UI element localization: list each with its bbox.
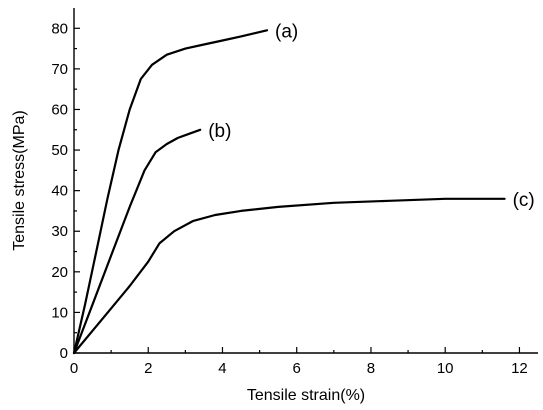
- series-label: (c): [513, 190, 535, 211]
- x-tick-label: 6: [293, 360, 301, 377]
- x-tick-label: 8: [367, 360, 375, 377]
- x-tick-label: 4: [218, 360, 226, 377]
- y-tick-label: 10: [51, 304, 68, 321]
- series-label: (a): [275, 21, 298, 42]
- x-axis-title: Tensile strain(%): [247, 387, 365, 404]
- x-tick-label: 2: [144, 360, 152, 377]
- x-tick-label: 0: [70, 360, 78, 377]
- series-line: [72, 29, 269, 355]
- series-line: [72, 197, 506, 355]
- y-tick-label: 40: [51, 183, 68, 200]
- y-ticks: 0 10 20 30 40 50 60 70 80: [51, 20, 80, 362]
- series-label: (b): [208, 121, 231, 142]
- y-tick-label: 50: [51, 142, 68, 159]
- series-layer: (a) (b) (c): [72, 21, 535, 355]
- series-line: [72, 128, 202, 355]
- y-tick-label: 30: [51, 223, 68, 240]
- x-tick-label: 10: [437, 360, 454, 377]
- y-tick-label: 70: [51, 61, 68, 78]
- y-tick-label: 20: [51, 264, 68, 281]
- x-ticks: 0 2 4 6 8 10 12: [70, 347, 528, 377]
- y-tick-label: 0: [60, 345, 68, 362]
- y-tick-label: 60: [51, 101, 68, 118]
- y-tick-label: 80: [51, 20, 68, 37]
- axes: [73, 8, 538, 354]
- x-tick-label: 12: [511, 360, 528, 377]
- y-axis-title: Tensile stress(MPa): [11, 110, 28, 250]
